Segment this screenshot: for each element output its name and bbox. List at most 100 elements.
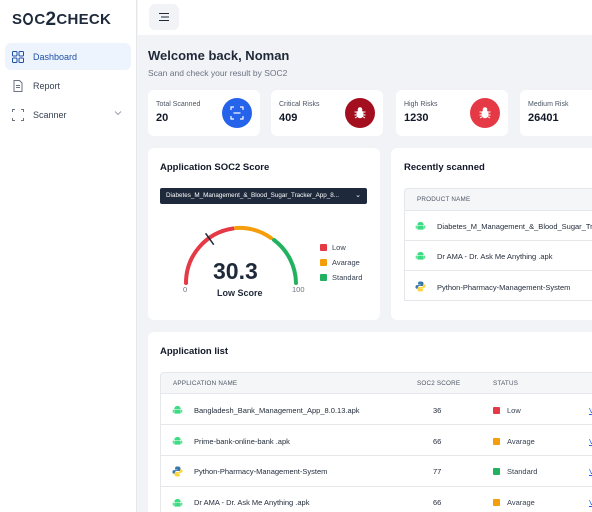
application-list-card <box>148 332 592 512</box>
gauge-needle <box>205 232 215 246</box>
android-icon <box>172 436 183 445</box>
score-gauge <box>183 225 298 285</box>
view-link[interactable]: V <box>589 406 592 415</box>
chevron-down-icon: ⌄ <box>355 192 361 199</box>
recent-column-product-name: PRODUCT NAME <box>417 196 471 203</box>
score-label: Low Score <box>217 288 263 298</box>
stat-label: Total Scanned <box>156 101 201 108</box>
app-select-dropdown[interactable]: Diabetes_M_Management_&_Blood_Sugar_Trac… <box>160 188 367 204</box>
status-label: Avarage <box>507 498 535 507</box>
application-name: Dr AMA - Dr. Ask Me Anything .apk <box>194 498 310 507</box>
application-name: Python-Pharmacy-Management-System <box>194 467 328 476</box>
sidebar-item-label: Report <box>33 80 61 91</box>
application-score: 66 <box>433 437 442 446</box>
stat-icon-circle <box>222 98 252 128</box>
status-badge: Avarage <box>493 498 535 507</box>
welcome-subtitle: Scan and check your result by SOC2 <box>148 68 288 78</box>
sidebar-item-label: Scanner <box>33 109 67 120</box>
logo-word-check: CHECK <box>56 11 112 28</box>
android-icon <box>415 251 426 260</box>
topbar <box>138 0 592 35</box>
application-name: Bangladesh_Bank_Management_App_8.0.13.ap… <box>194 406 360 415</box>
android-icon <box>415 221 426 230</box>
sidebar-item-report[interactable]: Report <box>5 72 131 99</box>
brand-logo[interactable]: S C2CHECK <box>12 8 112 30</box>
grid-icon <box>12 50 24 63</box>
python-icon <box>172 466 183 477</box>
recent-card-title: Recently scanned <box>404 162 485 173</box>
sidebar-item-label: Dashboard <box>33 51 78 62</box>
stat-label: High Risks <box>404 101 438 108</box>
sidebar: S C2CHECK Dashboard Report Scanner <box>0 0 137 512</box>
score-value: 30.3 <box>213 258 258 284</box>
status-label: Standard <box>507 467 538 476</box>
table-row[interactable] <box>160 487 592 512</box>
status-label: Avarage <box>507 437 535 446</box>
gauge-arc-average <box>234 225 273 240</box>
recent-product-name: Dr AMA - Dr. Ask Me Anything .apk <box>437 252 553 261</box>
stat-card-total-scanned: Total Scanned 20 <box>148 90 260 136</box>
sidebar-item-scanner[interactable]: Scanner <box>5 101 131 128</box>
stat-value: 26401 <box>528 112 559 124</box>
application-score: 77 <box>433 467 442 476</box>
legend-swatch <box>320 274 327 281</box>
recent-product-name: Python-Pharmacy-Management-System <box>437 283 571 292</box>
stat-card-critical-risks: Critical Risks 409 <box>271 90 383 136</box>
status-badge: Low <box>493 406 521 415</box>
gauge-arc-low <box>183 226 235 285</box>
table-row[interactable] <box>160 425 592 456</box>
android-icon <box>172 405 183 414</box>
stat-card-medium-risk: Medium Risk 26401 <box>520 90 592 136</box>
logo-letter-c: C <box>34 11 46 28</box>
column-application-name: APPLICATION NAME <box>173 380 238 387</box>
recent-product-name: Diabetes_M_Management_&_Blood_Sugar_Tr <box>437 222 592 231</box>
stat-value: 20 <box>156 112 169 124</box>
sidebar-item-dashboard[interactable]: Dashboard <box>5 43 131 70</box>
status-dot <box>493 499 500 506</box>
application-score: 36 <box>433 406 442 415</box>
stat-icon-circle <box>470 98 500 128</box>
view-link[interactable]: V <box>589 467 592 476</box>
legend-low: Low <box>320 243 346 252</box>
app-select-value: Diabetes_M_Management_&_Blood_Sugar_Trac… <box>166 192 340 199</box>
status-dot <box>493 407 500 414</box>
application-list-title: Application list <box>160 346 229 357</box>
logo-letter-s: S <box>12 11 23 28</box>
table-row[interactable] <box>160 394 592 425</box>
column-status: STATUS <box>493 380 519 387</box>
legend-label: Low <box>332 243 346 252</box>
legend-average: Avarage <box>320 258 360 267</box>
stat-card-high-risks: High Risks 1230 <box>396 90 508 136</box>
table-row[interactable] <box>404 211 592 241</box>
menu-toggle-button[interactable] <box>149 4 179 30</box>
bug-icon <box>354 107 366 119</box>
chevron-down-icon <box>114 111 122 116</box>
python-icon <box>415 281 426 292</box>
legend-label: Standard <box>332 273 363 282</box>
stat-value: 1230 <box>404 112 429 124</box>
android-icon <box>172 498 183 507</box>
recent-card <box>391 148 592 320</box>
status-badge: Avarage <box>493 437 535 446</box>
stat-icon-circle <box>345 98 375 128</box>
status-badge: Standard <box>493 467 537 476</box>
table-row[interactable] <box>160 456 592 487</box>
welcome-title: Welcome back, Noman <box>148 48 290 63</box>
status-dot <box>493 438 500 445</box>
application-table-header <box>160 372 592 394</box>
view-link[interactable]: V <box>589 498 592 507</box>
scan-icon <box>230 106 244 120</box>
table-row[interactable] <box>404 241 592 271</box>
recent-table-header <box>404 188 592 211</box>
stat-label: Critical Risks <box>279 101 320 108</box>
application-name: Prime-bank-online-bank .apk <box>194 437 290 446</box>
view-link[interactable]: V <box>589 437 592 446</box>
logo-digit-2: 2 <box>45 9 57 30</box>
legend-standard: Standard <box>320 273 362 282</box>
status-dot <box>493 468 500 475</box>
scan-icon <box>12 108 24 121</box>
status-label: Low <box>507 406 521 415</box>
table-row[interactable] <box>404 271 592 301</box>
hamburger-icon <box>159 12 169 22</box>
gauge-arc-standard <box>272 238 298 285</box>
